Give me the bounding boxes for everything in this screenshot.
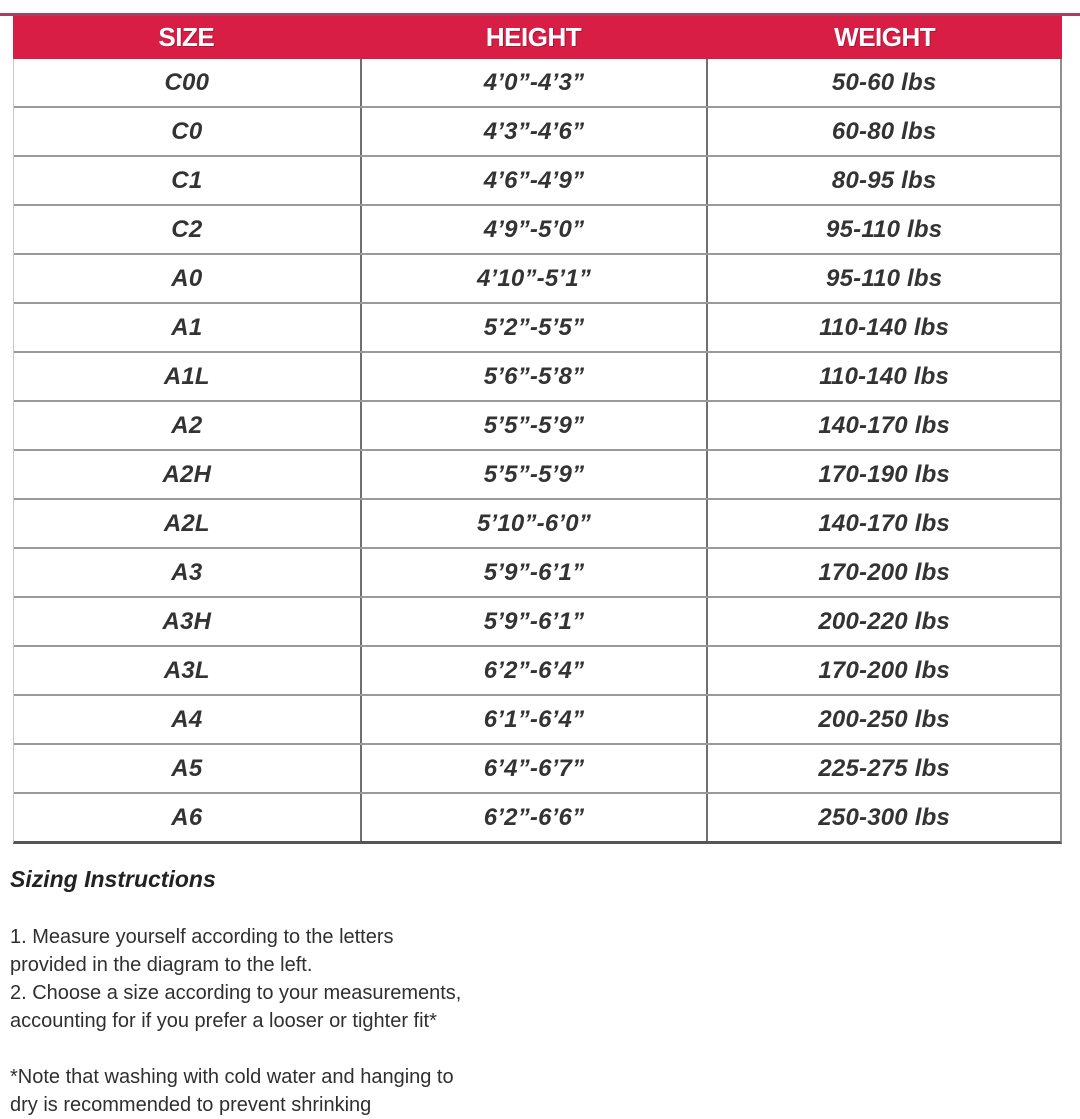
table-row: A0 4’10”-5’1” 95-110 lbs xyxy=(14,253,1060,302)
size-cell: A3H xyxy=(162,607,212,635)
size-cell: A1L xyxy=(163,362,210,390)
header-cell-weight: WEIGHT xyxy=(834,22,936,52)
table-row: C2 4’9”-5’0” 95-110 lbs xyxy=(14,204,1060,253)
weight-cell: 110-140 lbs xyxy=(706,353,1060,400)
instruction-line: accounting for if you prefer a looser or… xyxy=(10,1010,437,1032)
header-cell-height: HEIGHT xyxy=(485,22,582,52)
instruction-line: 1. Measure yourself according to the let… xyxy=(10,926,394,948)
table-row: A6 6’2”-6’6” 250-300 lbs xyxy=(14,792,1060,841)
weight-cell: 170-190 lbs xyxy=(706,451,1060,498)
table-row: A1 5’2”-5’5” 110-140 lbs xyxy=(14,302,1060,351)
table-body: C00 4’0”-4’3” 50-60 lbs C0 4’3”-4’6” 60-… xyxy=(13,59,1062,844)
height-cell: 4’9”-5’0” xyxy=(359,206,707,253)
height-cell: 6’2”-6’6” xyxy=(359,794,707,841)
size-cell: A3L xyxy=(163,656,210,684)
table-row: C0 4’3”-4’6” 60-80 lbs xyxy=(14,106,1060,155)
table-row: A2H 5’5”-5’9” 170-190 lbs xyxy=(14,449,1060,498)
table-row: A3H 5’9”-6’1” 200-220 lbs xyxy=(14,596,1060,645)
size-cell: A1 xyxy=(171,313,203,341)
note-line: dry is recommended to prevent shrinking xyxy=(10,1094,372,1116)
size-cell: A6 xyxy=(171,803,203,831)
height-cell: 5’9”-6’1” xyxy=(359,549,707,596)
size-cell: A4 xyxy=(171,705,203,733)
sizing-instructions-section: Sizing Instructions 1. Measure yourself … xyxy=(10,866,1080,1119)
size-cell: A3 xyxy=(171,558,203,586)
weight-cell: 95-110 lbs xyxy=(706,255,1060,302)
size-chart-table: SIZE HEIGHT WEIGHT C00 4’0”-4’3” 50-60 l… xyxy=(13,16,1062,844)
note-line: *Note that washing with cold water and h… xyxy=(10,1066,454,1088)
instruction-line: provided in the diagram to the left. xyxy=(10,954,313,976)
weight-cell: 50-60 lbs xyxy=(706,59,1060,106)
weight-cell: 60-80 lbs xyxy=(706,108,1060,155)
height-cell: 4’6”-4’9” xyxy=(359,157,707,204)
washing-note: *Note that washing with cold water and h… xyxy=(10,1063,1080,1119)
height-cell: 5’2”-5’5” xyxy=(359,304,707,351)
size-cell: A2L xyxy=(163,509,210,537)
size-cell: C0 xyxy=(171,117,203,145)
height-cell: 6’2”-6’4” xyxy=(359,647,707,694)
weight-cell: 170-200 lbs xyxy=(706,647,1060,694)
height-cell: 5’10”-6’0” xyxy=(359,500,707,547)
instruction-line: 2. Choose a size according to your measu… xyxy=(10,982,462,1004)
weight-cell: 200-220 lbs xyxy=(706,598,1060,645)
table-row: A3 5’9”-6’1” 170-200 lbs xyxy=(14,547,1060,596)
height-cell: 6’1”-6’4” xyxy=(359,696,707,743)
size-cell: C1 xyxy=(171,166,203,194)
table-row: A2 5’5”-5’9” 140-170 lbs xyxy=(14,400,1060,449)
height-cell: 5’6”-5’8” xyxy=(359,353,707,400)
weight-cell: 140-170 lbs xyxy=(706,500,1060,547)
height-cell: 4’10”-5’1” xyxy=(359,255,707,302)
size-cell: A0 xyxy=(171,264,203,292)
table-row: A3L 6’2”-6’4” 170-200 lbs xyxy=(14,645,1060,694)
table-row: A5 6’4”-6’7” 225-275 lbs xyxy=(14,743,1060,792)
height-cell: 5’9”-6’1” xyxy=(359,598,707,645)
table-top-border xyxy=(0,13,1080,16)
weight-cell: 200-250 lbs xyxy=(706,696,1060,743)
weight-cell: 170-200 lbs xyxy=(706,549,1060,596)
header-cell-size: SIZE xyxy=(158,22,215,52)
size-cell: A2H xyxy=(162,460,212,488)
size-cell: C2 xyxy=(171,215,203,243)
size-cell: A5 xyxy=(171,754,203,782)
height-cell: 5’5”-5’9” xyxy=(359,402,707,449)
weight-cell: 95-110 lbs xyxy=(706,206,1060,253)
weight-cell: 250-300 lbs xyxy=(706,794,1060,841)
weight-cell: 110-140 lbs xyxy=(706,304,1060,351)
sizing-instructions-heading: Sizing Instructions xyxy=(10,866,216,892)
size-cell: C00 xyxy=(164,68,210,96)
table-row: A4 6’1”-6’4” 200-250 lbs xyxy=(14,694,1060,743)
height-cell: 6’4”-6’7” xyxy=(359,745,707,792)
weight-cell: 225-275 lbs xyxy=(706,745,1060,792)
table-row: A2L 5’10”-6’0” 140-170 lbs xyxy=(14,498,1060,547)
size-cell: A2 xyxy=(171,411,203,439)
table-row: A1L 5’6”-5’8” 110-140 lbs xyxy=(14,351,1060,400)
table-header-row: SIZE HEIGHT WEIGHT xyxy=(13,16,1062,59)
height-cell: 4’3”-4’6” xyxy=(359,108,707,155)
table-row: C1 4’6”-4’9” 80-95 lbs xyxy=(14,155,1060,204)
height-cell: 5’5”-5’9” xyxy=(359,451,707,498)
weight-cell: 80-95 lbs xyxy=(706,157,1060,204)
weight-cell: 140-170 lbs xyxy=(706,402,1060,449)
height-cell: 4’0”-4’3” xyxy=(359,59,707,106)
table-row: C00 4’0”-4’3” 50-60 lbs xyxy=(14,59,1060,106)
sizing-instructions-steps: 1. Measure yourself according to the let… xyxy=(10,923,1080,1035)
